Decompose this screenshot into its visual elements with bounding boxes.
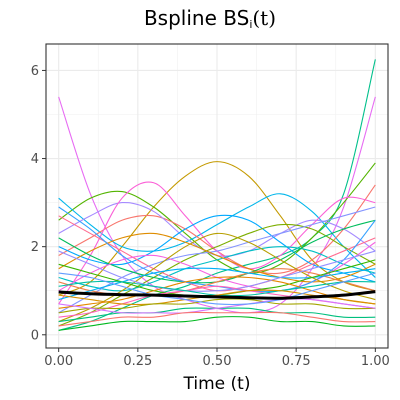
chart-title-suffix: (t) bbox=[252, 6, 277, 30]
x-tick-label: 0.50 bbox=[203, 354, 232, 369]
x-tick-label: 0.25 bbox=[123, 354, 152, 369]
series-line-27 bbox=[58, 298, 376, 314]
series-line-29 bbox=[58, 298, 376, 314]
series-line-23 bbox=[58, 250, 376, 292]
series-line-32 bbox=[58, 316, 376, 331]
x-tick-label: 0.75 bbox=[282, 354, 311, 369]
y-tick-label: 0 bbox=[31, 328, 39, 343]
series-line-20 bbox=[58, 267, 376, 301]
series-line-31 bbox=[58, 311, 376, 327]
x-tick-label: 1.00 bbox=[361, 354, 390, 369]
series-line-13 bbox=[58, 206, 376, 314]
chart-title-main: Bspline BS bbox=[143, 6, 250, 30]
chart-title-subscript: i bbox=[249, 18, 253, 31]
mean-line-group bbox=[58, 290, 376, 300]
x-tick-label: 0.00 bbox=[44, 354, 73, 369]
series-lines bbox=[58, 59, 376, 331]
mean-line bbox=[58, 290, 376, 300]
series-line-30 bbox=[58, 272, 376, 306]
axes: 0.00 0.25 0.50 0.75 1.00 0 2 4 6 Time (t) bbox=[31, 43, 390, 394]
series-line-22 bbox=[58, 276, 376, 309]
y-tick-label: 4 bbox=[31, 152, 39, 167]
y-tick-label: 6 bbox=[31, 64, 39, 79]
series-line-11 bbox=[58, 246, 376, 292]
x-axis-title: Time (t) bbox=[183, 374, 251, 394]
series-line-10 bbox=[58, 223, 376, 327]
series-line-9 bbox=[58, 214, 376, 283]
series-line-18 bbox=[58, 232, 376, 323]
chart-title: Bspline BSi(t) bbox=[0, 6, 400, 31]
y-tick-label: 2 bbox=[31, 240, 39, 255]
